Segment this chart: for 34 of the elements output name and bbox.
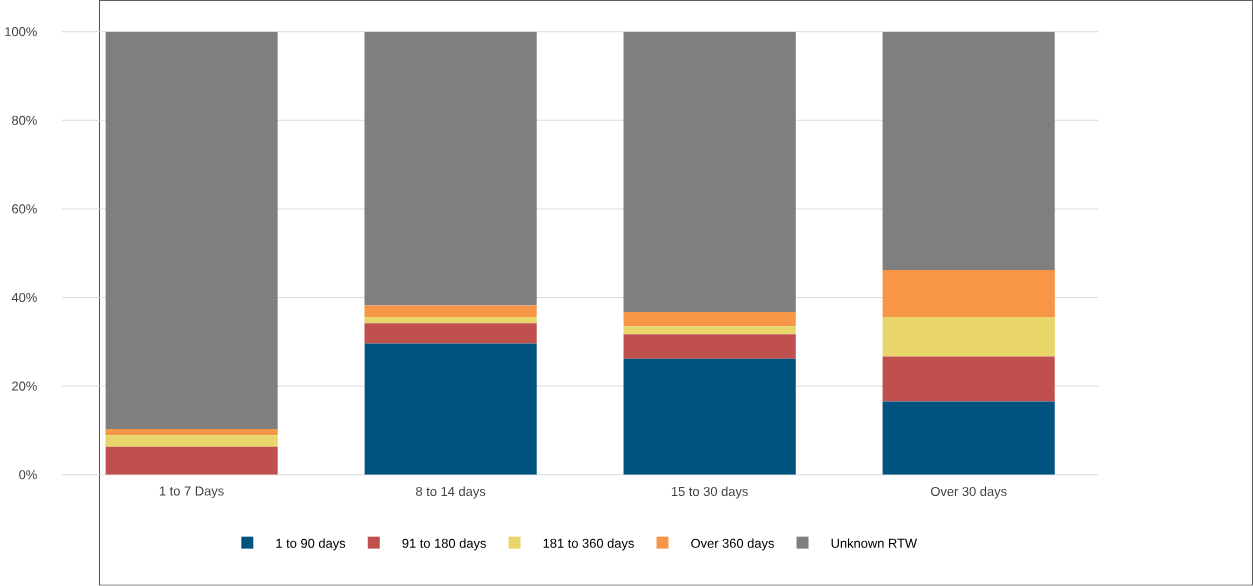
bar	[623, 31, 796, 313]
bar	[882, 31, 1055, 271]
bar	[105, 31, 278, 430]
legend-label: 181 to 360 days	[543, 538, 634, 551]
bar	[623, 326, 796, 335]
x-tick-label: 1 to 7 Days	[159, 486, 224, 499]
y-tick-label: 60%	[12, 204, 37, 214]
y-tick-label: 80%	[12, 115, 37, 126]
y-tick-label: 40%	[11, 293, 37, 303]
y-tick-label: 20%	[12, 381, 37, 391]
bar	[882, 356, 1055, 402]
bar	[364, 317, 537, 324]
bar	[623, 312, 796, 327]
legend-label: 91 to 180 days	[402, 538, 486, 551]
bar	[364, 323, 537, 344]
x-tick-label: 8 to 14 days	[416, 486, 486, 499]
bar	[105, 429, 278, 436]
y-tick-label: 100%	[5, 27, 37, 37]
bar	[105, 446, 278, 475]
bar	[882, 270, 1055, 318]
bar	[105, 435, 278, 447]
x-tick-label: 15 to 30 days	[671, 486, 748, 499]
bar	[623, 358, 796, 475]
y-tick-label: 0%	[19, 470, 37, 480]
bar	[882, 401, 1055, 475]
bar	[623, 334, 796, 359]
legend-label: Unknown RTW	[831, 538, 918, 549]
bar	[364, 343, 537, 475]
bar	[882, 317, 1055, 357]
legend-label: Over 360 days	[691, 538, 774, 551]
bar	[364, 305, 537, 318]
legend-label: 1 to 90 days	[276, 538, 346, 551]
bar	[364, 31, 537, 306]
x-tick-label: Over 30 days	[930, 486, 1007, 499]
